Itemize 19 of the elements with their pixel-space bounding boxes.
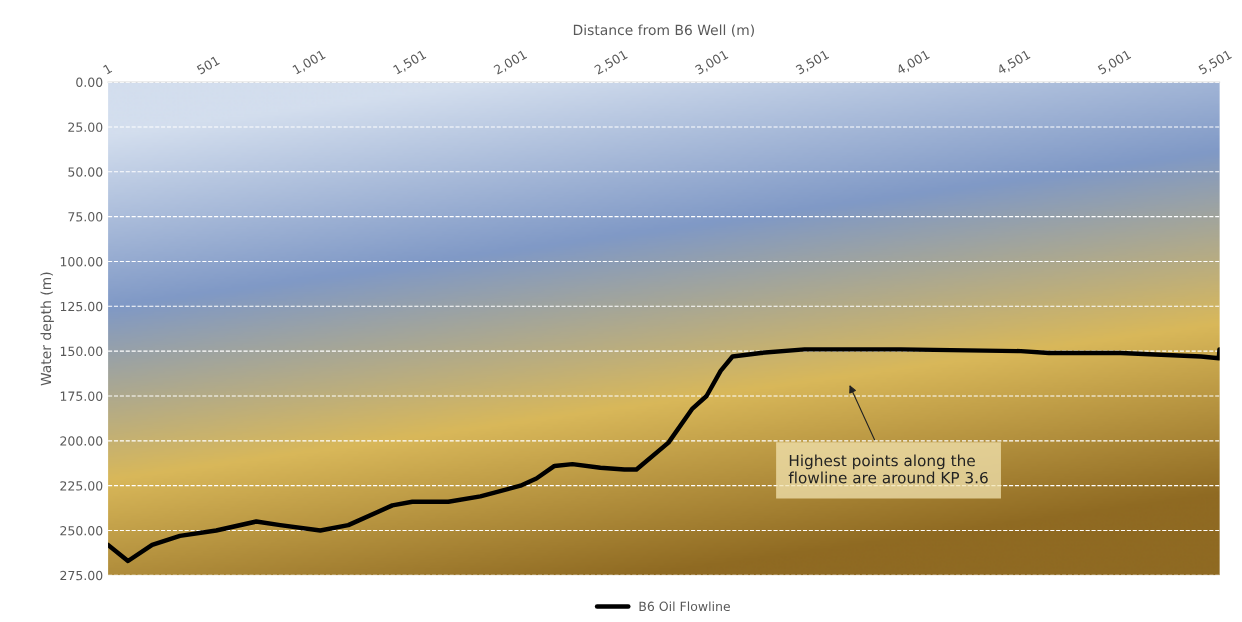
y-tick-label: 225.00 [60, 481, 103, 491]
y-tick-label: 275.00 [60, 570, 103, 581]
y-tick-label: 25.00 [68, 122, 103, 132]
x-tick-label: 501 [196, 55, 220, 75]
legend-label: B6 Oil Flowline [639, 601, 730, 612]
y-tick-label: 50.00 [68, 167, 103, 177]
y-tick-label: 150.00 [60, 346, 103, 357]
annotation: Highest points along the flowline are around KP 3.6 [788, 454, 988, 484]
x-tick-label: 1 [102, 63, 113, 75]
y-tick-label: 125.00 [60, 301, 103, 312]
y-axis-title: Water depth (m) [40, 272, 54, 386]
y-tick-label: 200.00 [60, 436, 103, 446]
y-tick-label: 75.00 [68, 212, 103, 222]
y-tick-label: 250.00 [60, 525, 103, 536]
y-tick-label: 175.00 [60, 391, 103, 401]
y-tick-label: 0.00 [76, 77, 103, 88]
y-tick-label: 100.00 [60, 256, 103, 267]
line-series [108, 347, 1220, 564]
x-axis-title: Distance from B6 Well (m) [573, 24, 754, 37]
